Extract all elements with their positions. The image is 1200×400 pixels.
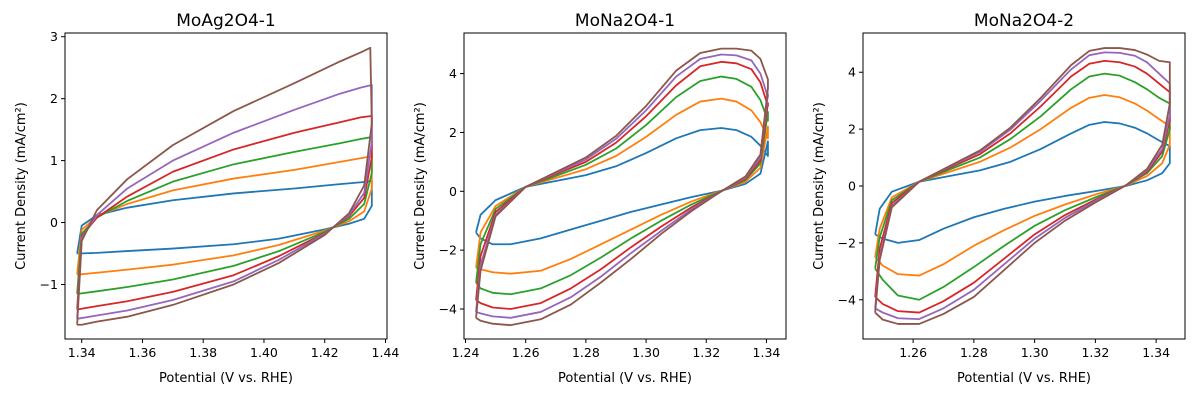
x-tick-label: 1.26 — [899, 345, 927, 360]
x-tick-label: 1.34 — [68, 345, 96, 360]
plot-frame — [64, 32, 388, 340]
y-tick-label: −2 — [439, 243, 457, 258]
chart-panel-mona2o4-2: MoNa2O4-2 Potential (V vs. RHE) Current … — [812, 11, 1186, 386]
y-tick-label: −4 — [838, 292, 856, 307]
x-tick-label: 1.28 — [572, 345, 600, 360]
series-line-scan-2 — [76, 155, 373, 276]
x-tick-label: 1.34 — [753, 345, 781, 360]
y-axis-label: Current Density (mA/cm²) — [14, 102, 29, 270]
chart-title: MoNa2O4-1 — [575, 11, 675, 31]
series-line-scan-5 — [874, 51, 1171, 320]
series-group — [76, 46, 373, 326]
series-line-scan-3 — [874, 72, 1171, 301]
x-axis-label: Potential (V vs. RHE) — [957, 371, 1091, 386]
series-group — [874, 47, 1171, 325]
x-axis-label: Potential (V vs. RHE) — [558, 371, 692, 386]
x-tick-label: 1.30 — [632, 345, 660, 360]
series-line-scan-6 — [475, 47, 769, 327]
y-tick-label: 2 — [449, 125, 457, 140]
x-tick-label: 1.38 — [189, 345, 217, 360]
y-tick-label: 2 — [848, 122, 856, 137]
x-tick-label: 1.44 — [372, 345, 400, 360]
series-line-scan-3 — [475, 75, 769, 296]
x-tick-label: 1.42 — [311, 345, 339, 360]
chart-panel-mona2o4-1: MoNa2O4-1 Potential (V vs. RHE) Current … — [413, 11, 787, 386]
y-axis-label: Current Density (mA/cm²) — [413, 102, 428, 270]
x-tick-label: 1.30 — [1021, 345, 1049, 360]
y-tick-label: 4 — [848, 65, 856, 80]
series-line-scan-4 — [874, 59, 1171, 314]
series-line-scan-6 — [76, 46, 373, 326]
y-tick-label: −4 — [439, 301, 457, 316]
series-line-scan-4 — [76, 115, 373, 311]
series-line-scan-5 — [475, 53, 769, 319]
y-tick-label: −2 — [838, 235, 856, 250]
series-line-scan-4 — [475, 60, 769, 310]
x-tick-label: 1.32 — [692, 345, 720, 360]
series-line-scan-6 — [874, 47, 1171, 325]
y-tick-label: 3 — [50, 29, 58, 44]
x-tick-label: 1.40 — [250, 345, 278, 360]
y-tick-label: −1 — [40, 277, 58, 292]
series-group — [475, 47, 769, 327]
chart-title: MoNa2O4-2 — [974, 11, 1074, 31]
x-tick-label: 1.36 — [129, 345, 157, 360]
y-tick-label: 0 — [50, 215, 58, 230]
x-tick-label: 1.26 — [512, 345, 540, 360]
x-tick-label: 1.32 — [1081, 345, 1109, 360]
series-line-scan-3 — [76, 136, 373, 295]
x-tick-label: 1.28 — [960, 345, 988, 360]
y-tick-label: 0 — [848, 179, 856, 194]
series-line-scan-5 — [76, 84, 373, 320]
chart-title: MoAg2O4-1 — [176, 11, 275, 31]
y-axis-label: Current Density (mA/cm²) — [812, 102, 827, 270]
series-line-scan-2 — [475, 97, 769, 275]
x-tick-label: 1.34 — [1142, 345, 1170, 360]
y-tick-label: 4 — [449, 66, 457, 81]
y-tick-label: 2 — [50, 91, 58, 106]
series-line-scan-1 — [475, 127, 769, 246]
chart-panel-moag2o4-1: MoAg2O4-1 Potential (V vs. RHE) Current … — [14, 11, 399, 386]
plot-frame — [463, 32, 787, 340]
series-line-scan-1 — [76, 180, 373, 255]
y-tick-label: 1 — [50, 153, 58, 168]
y-tick-label: 0 — [449, 184, 457, 199]
x-axis-label: Potential (V vs. RHE) — [159, 371, 293, 386]
series-line-scan-2 — [874, 94, 1171, 277]
x-tick-label: 1.24 — [452, 345, 480, 360]
